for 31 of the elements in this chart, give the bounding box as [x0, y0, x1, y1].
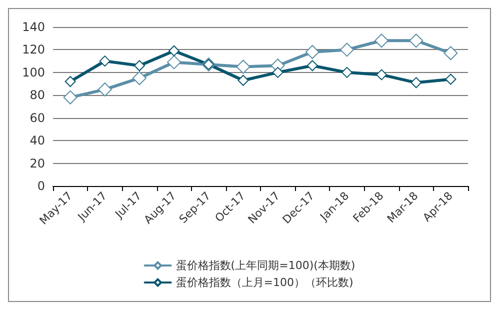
point	[272, 66, 284, 78]
y-tick-label: 40	[30, 134, 45, 148]
point	[341, 66, 352, 78]
point	[306, 60, 318, 72]
point	[132, 71, 146, 86]
point	[305, 44, 320, 59]
point	[98, 82, 112, 96]
y-tick-label: 60	[30, 110, 45, 125]
point	[410, 77, 422, 88]
point	[64, 76, 76, 88]
point	[445, 74, 456, 85]
point	[168, 45, 180, 56]
y-tick-label: 20	[30, 156, 45, 170]
point	[238, 74, 249, 86]
point	[444, 46, 458, 60]
point	[99, 56, 110, 67]
point	[374, 34, 389, 48]
legend-label: 蛋价格指数(上年同期=100)(本期数)	[176, 259, 356, 272]
y-tick-label: 120	[22, 42, 45, 57]
y-tick-label: 80	[30, 88, 45, 102]
legend-label: 蛋价格指数（上月=100）（环比数)	[176, 276, 354, 289]
point	[376, 69, 388, 80]
point	[340, 42, 354, 57]
point	[63, 90, 78, 104]
y-tick-label: 100	[22, 65, 45, 80]
point	[409, 34, 424, 48]
y-tick-label: 140	[22, 20, 45, 34]
point	[167, 55, 182, 70]
y-tick-label: 0	[37, 179, 45, 193]
point	[236, 60, 250, 74]
point	[134, 60, 145, 72]
